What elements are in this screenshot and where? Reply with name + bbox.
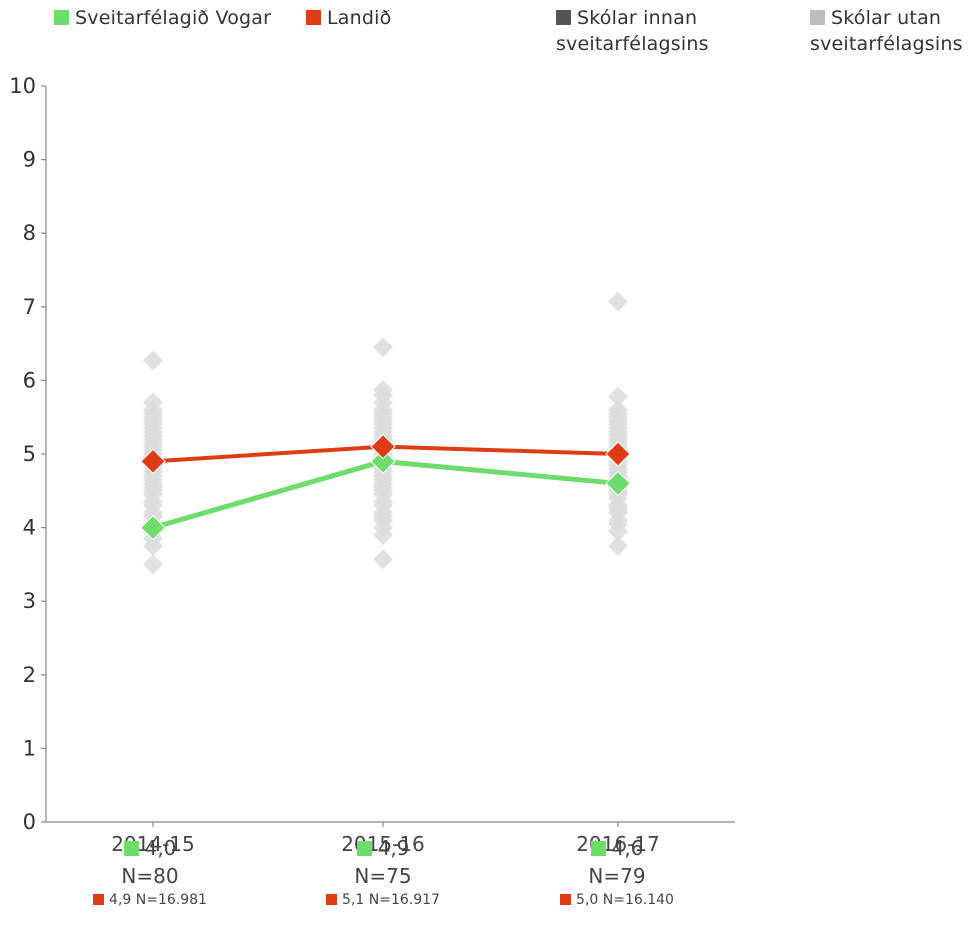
series-point-landid	[370, 433, 396, 460]
other-school-point	[608, 386, 628, 407]
legend-swatch-vogar	[54, 10, 69, 25]
stat-swatch-landid	[326, 894, 338, 905]
legend-item-skolar-utan: Skólar utan sveitarfélagsins	[810, 5, 963, 57]
stat-land-row: 4,9 N=16.981	[70, 890, 230, 910]
series-point-vogar	[370, 448, 396, 475]
stat-n: N=79	[588, 864, 646, 888]
stat-swatch-vogar	[356, 841, 372, 856]
y-tick-label: 9	[23, 148, 36, 172]
y-tick-label: 3	[23, 589, 36, 613]
y-tick-label: 0	[23, 810, 36, 834]
legend-label-vogar: Sveitarfélagið Vogar	[75, 7, 272, 29]
stat-value-row: 4,6	[537, 835, 697, 862]
other-school-point	[373, 337, 393, 358]
stat-land: 4,9 N=16.981	[109, 892, 207, 908]
legend-swatch-landid	[306, 10, 321, 25]
y-tick-label: 7	[23, 295, 36, 319]
stat-box-2015-16: 4,9 N=75 5,1 N=16.917	[303, 835, 463, 910]
other-school-point	[373, 549, 393, 570]
series-point-landid	[140, 448, 166, 475]
y-tick-label: 1	[23, 736, 36, 760]
y-tick-label: 5	[23, 442, 36, 466]
stat-swatch-landid	[93, 894, 105, 905]
other-school-point	[608, 536, 628, 556]
stat-value: 4,6	[611, 836, 644, 860]
y-tick-label: 6	[23, 368, 36, 392]
legend-swatch-skolar-utan	[810, 10, 825, 25]
stat-land: 5,1 N=16.917	[342, 892, 440, 908]
legend-swatch-skolar-innan	[556, 10, 571, 25]
legend-label-landid: Landið	[327, 7, 392, 29]
stat-box-2016-17: 4,6 N=79 5,0 N=16.140	[537, 835, 697, 910]
y-tick-label: 2	[23, 663, 36, 687]
x-tick-label: 2016-17	[576, 832, 660, 856]
other-school-point	[373, 379, 393, 400]
legend-item-skolar-innan: Skólar innan sveitarfélagsins	[556, 5, 709, 57]
other-school-point	[143, 392, 163, 413]
stat-value-row: 4,0	[70, 835, 230, 862]
stat-value: 4,9	[377, 836, 410, 860]
stat-box-2014-15: 4,0 N=80 4,9 N=16.981	[70, 835, 230, 910]
legend-label-skolar-innan: Skólar innan sveitarfélagsins	[556, 7, 709, 55]
y-tick-label: 10	[9, 74, 36, 98]
stat-n: N=80	[121, 864, 179, 888]
other-school-point	[143, 350, 163, 371]
legend-item-vogar: Sveitarfélagið Vogar	[54, 5, 271, 31]
stat-swatch-landid	[560, 894, 572, 905]
series-point-vogar	[605, 470, 631, 497]
series-point-landid	[605, 441, 631, 467]
stat-value-row: 4,9	[303, 835, 463, 862]
stat-land-row: 5,0 N=16.140	[537, 890, 697, 910]
other-school-point	[608, 291, 628, 312]
y-tick-label: 8	[23, 221, 36, 245]
other-school-point	[143, 554, 163, 575]
stat-swatch-vogar	[123, 841, 139, 856]
x-tick-label: 2015-16	[341, 832, 425, 856]
legend-item-landid: Landið	[306, 5, 391, 31]
series-point-vogar	[140, 514, 166, 541]
y-tick-label: 4	[23, 516, 36, 540]
legend-label-skolar-utan: Skólar utan sveitarfélagsins	[810, 7, 963, 55]
stat-land: 5,0 N=16.140	[576, 892, 674, 908]
stat-land-row: 5,1 N=16.917	[303, 890, 463, 910]
other-school-point	[608, 399, 628, 420]
stat-value: 4,0	[144, 836, 177, 860]
stat-n: N=75	[354, 864, 412, 888]
stat-swatch-vogar	[590, 841, 606, 856]
